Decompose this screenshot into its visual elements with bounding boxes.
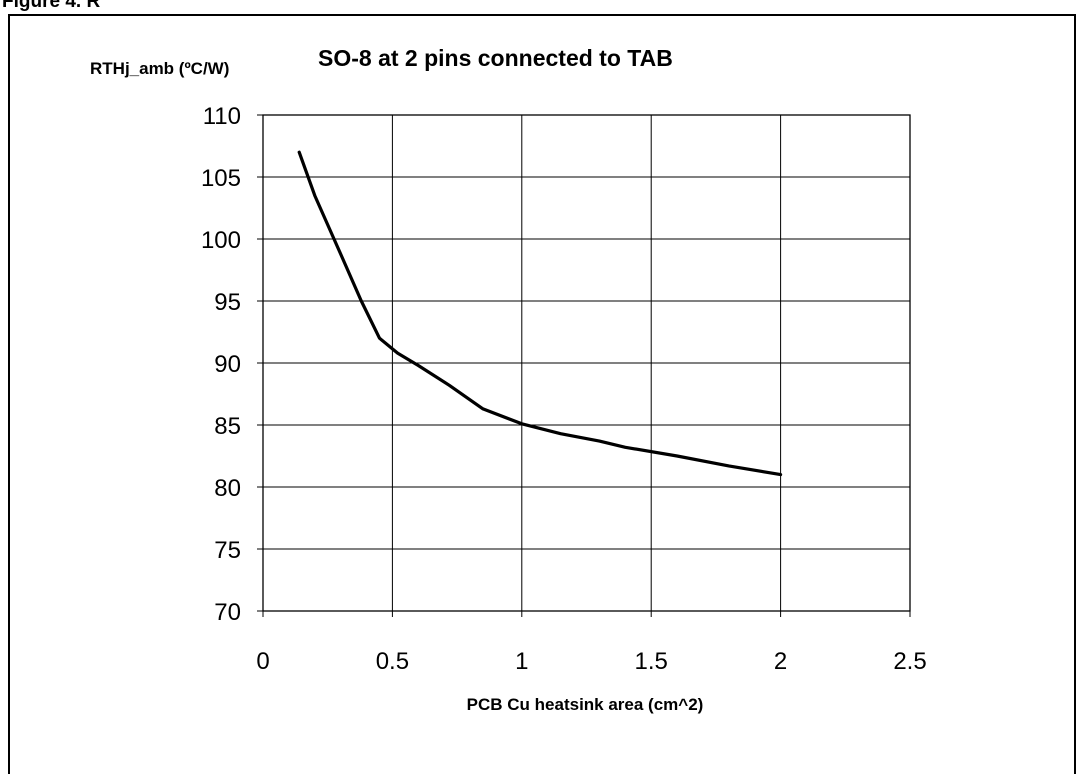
y-tick-label: 90 bbox=[214, 351, 241, 378]
x-tick-label: 0.5 bbox=[376, 648, 409, 675]
chart-title: SO-8 at 2 pins connected to TAB bbox=[318, 45, 673, 71]
y-tick-label: 105 bbox=[201, 165, 241, 192]
y-tick-label: 80 bbox=[214, 475, 241, 502]
y-tick-label: 75 bbox=[214, 537, 241, 564]
x-axis-label: PCB Cu heatsink area (cm^2) bbox=[467, 695, 704, 714]
y-tick-label: 70 bbox=[214, 599, 241, 626]
x-tick-label: 1 bbox=[515, 648, 528, 675]
x-tick-label: 0 bbox=[256, 648, 269, 675]
y-tick-label: 85 bbox=[214, 413, 241, 440]
tick-labels: 0 0.5 1 1.5 2 2.5 70 75 80 85 90 95 100 105 110 bbox=[201, 103, 927, 675]
y-tick-label: 100 bbox=[201, 227, 241, 254]
x-tick-label: 1.5 bbox=[635, 648, 668, 675]
y-axis-label: RTHj_amb (ºC/W) bbox=[90, 59, 229, 78]
grid bbox=[257, 114, 911, 617]
y-tick-label: 95 bbox=[214, 289, 241, 316]
plot-area-border bbox=[262, 114, 911, 612]
figure-caption-strip: Figure 4. R bbox=[0, 0, 1082, 14]
figure-caption: Figure 4. R bbox=[2, 0, 101, 12]
x-tick-label: 2 bbox=[774, 648, 787, 675]
series-line bbox=[297, 150, 783, 477]
x-tick-label: 2.5 bbox=[893, 648, 926, 675]
chart-frame bbox=[8, 14, 1076, 774]
y-tick-label: 110 bbox=[203, 103, 241, 130]
series bbox=[297, 150, 783, 477]
